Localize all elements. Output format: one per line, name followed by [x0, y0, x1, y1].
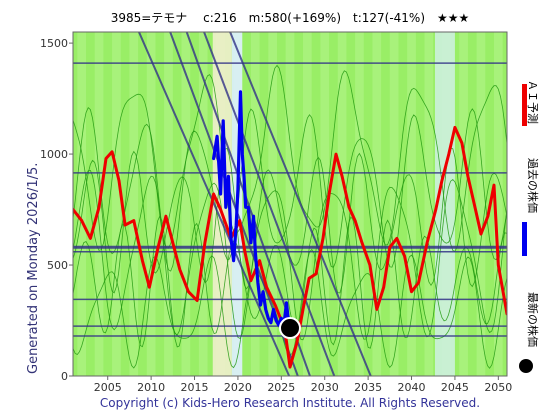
- background-stripe: [303, 32, 312, 376]
- diagonal-line: [138, 32, 291, 376]
- thin-trend-line: [73, 64, 507, 252]
- y-axis-ticks: 0 500 1000 1500: [40, 37, 73, 383]
- x-tick-label: 2045: [441, 381, 469, 394]
- legend-latest-label: 最新の株価: [526, 292, 540, 347]
- legend-ai-swatch: [522, 84, 527, 126]
- thin-trend-line: [73, 169, 507, 341]
- legend-past: 過去の株価: [522, 158, 540, 256]
- background-stripe: [337, 32, 347, 376]
- background-stripe: [112, 32, 121, 376]
- background-stripe: [476, 32, 486, 376]
- background-stripe: [146, 32, 156, 376]
- plot-area: [73, 32, 507, 376]
- background-stripe: [268, 32, 277, 376]
- diagonal-line: [229, 32, 372, 376]
- background-stripe: [181, 32, 191, 376]
- legend-ai: ＡＩ予測: [522, 80, 540, 126]
- background-stripe: [77, 32, 87, 376]
- background-stripe: [389, 32, 399, 376]
- x-tick-label: 2035: [354, 381, 382, 394]
- generated-date: Generated on Monday 2026/1/5.: [26, 163, 41, 374]
- x-tick-label: 2015: [181, 381, 209, 394]
- legend-past-label: 過去の株価: [526, 158, 540, 213]
- x-tick-label: 2040: [398, 381, 426, 394]
- latest-price-marker: [279, 317, 301, 340]
- legend-ai-label: ＡＩ予測: [526, 80, 540, 124]
- background-stripe: [372, 32, 382, 376]
- background-stripe: [355, 32, 364, 376]
- thin-trend-line: [73, 215, 507, 349]
- background-stripe: [164, 32, 173, 376]
- y-tick-label: 500: [47, 259, 68, 272]
- y-tick-label: 1000: [40, 148, 68, 161]
- legend-latest-dot: [519, 359, 533, 373]
- past-price-line: [212, 90, 291, 330]
- y-tick-label: 1500: [40, 37, 68, 50]
- diagonal-lines: [138, 32, 372, 376]
- x-tick-label: 2020: [224, 381, 252, 394]
- legend-latest: 最新の株価: [519, 292, 540, 373]
- background-stripe: [285, 32, 295, 376]
- legend-past-swatch: [522, 222, 527, 256]
- background-stripe: [129, 32, 139, 376]
- legend: ＡＩ予測 過去の株価 最新の株価: [519, 80, 540, 373]
- background-stripe: [407, 32, 416, 376]
- plot-frame: [72, 31, 508, 377]
- x-tick-label: 2025: [267, 381, 295, 394]
- x-tick-label: 2010: [137, 381, 165, 394]
- x-tick-label: 2050: [484, 381, 512, 394]
- thin-trend-line: [73, 107, 507, 272]
- x-tick-label: 2005: [94, 381, 122, 394]
- x-tick-label: 2030: [311, 381, 339, 394]
- background-stripe: [320, 32, 330, 376]
- x-axis-ticks: 2005 2010 2015 2020 2025 2030 2035 2040 2045 2050: [94, 376, 512, 394]
- background-stripe: [250, 32, 260, 376]
- past-price-series: [212, 90, 291, 330]
- chart-title: 3985=テモナ c:216 m:580(+169%) t:127(-41%) …: [111, 11, 470, 25]
- background-stripe: [198, 32, 208, 376]
- background-stripe: [459, 32, 468, 376]
- latest-price-dot: [279, 317, 301, 340]
- background-stripe: [424, 32, 434, 376]
- copyright: Copyright (c) Kids-Hero Research Institu…: [100, 396, 480, 410]
- y-tick-label: 0: [61, 370, 68, 383]
- background-stripe: [493, 32, 503, 376]
- diagonal-line: [203, 32, 336, 376]
